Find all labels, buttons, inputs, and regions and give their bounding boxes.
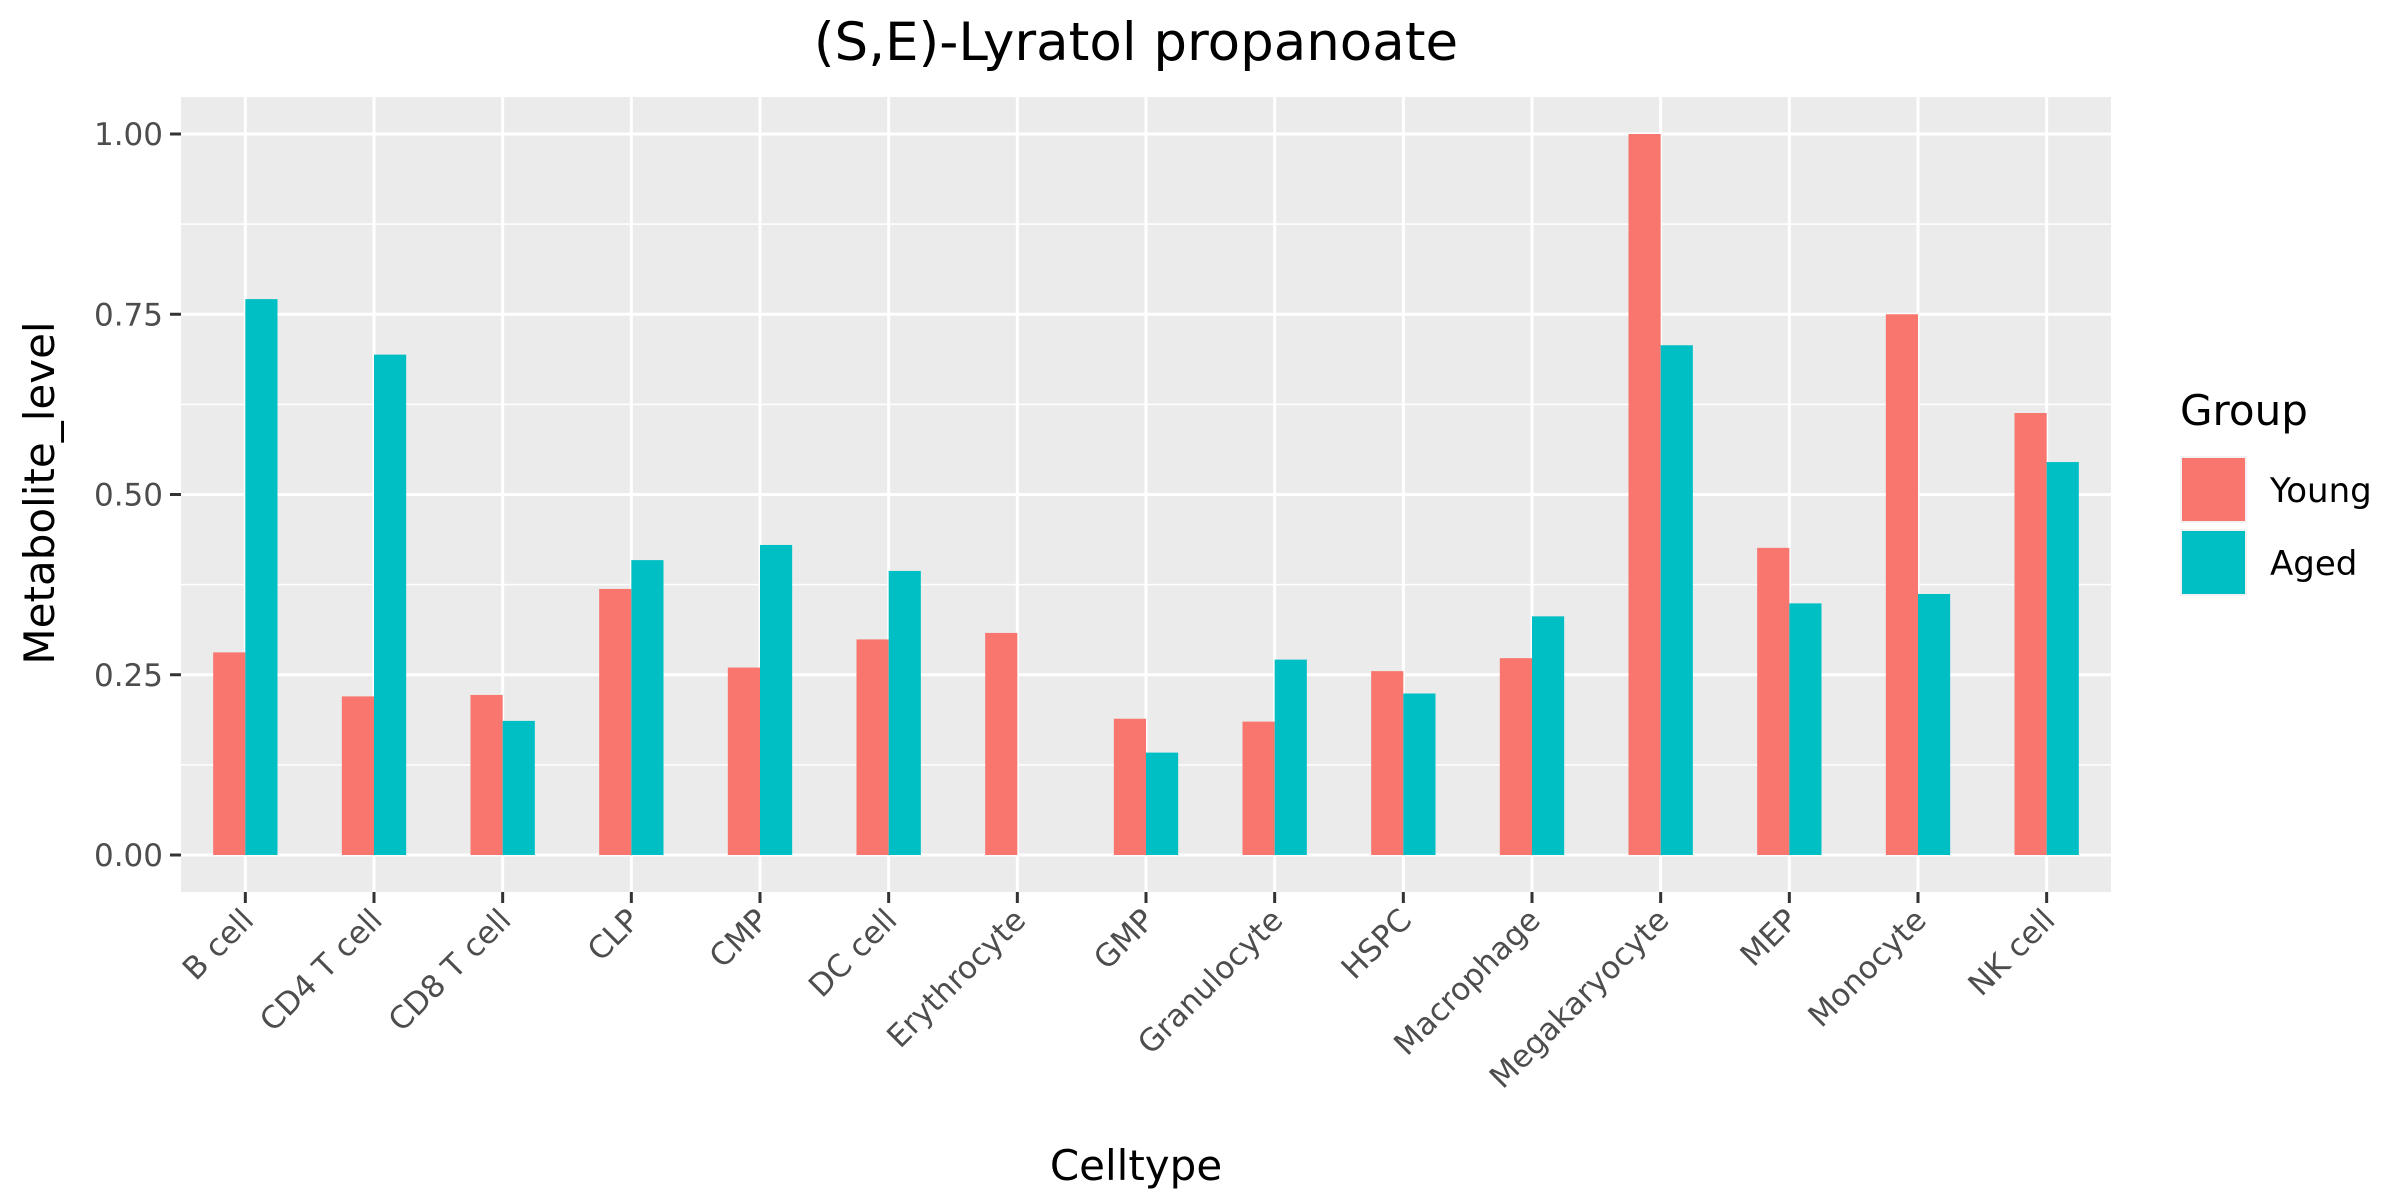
- legend-title: Group: [2180, 386, 2308, 435]
- y-axis: 0.00 0.25 0.50 0.75 1.00: [94, 117, 181, 874]
- bar-young: [1885, 314, 1918, 855]
- bar-young: [1628, 134, 1661, 855]
- bar-young: [470, 694, 503, 855]
- chart-title: (S,E)-Lyratol propanoate: [814, 12, 1458, 73]
- bar-young: [2014, 413, 2047, 855]
- bar-aged: [1789, 603, 1822, 855]
- bar-aged: [1403, 693, 1436, 855]
- bar-aged: [1918, 593, 1951, 855]
- bar-young: [985, 632, 1018, 855]
- legend-key-young: [2182, 458, 2245, 521]
- bar-young: [341, 696, 374, 855]
- bar-young: [1113, 718, 1146, 855]
- y-tick-label: 0.25: [94, 658, 163, 694]
- y-axis-title: Metabolite_level: [15, 321, 64, 664]
- bar-aged: [245, 299, 278, 855]
- legend-label-young: Young: [2269, 471, 2372, 511]
- bar-aged: [1146, 752, 1179, 855]
- bar-aged: [502, 720, 535, 855]
- bar-aged: [1274, 659, 1307, 855]
- bar-aged: [888, 570, 921, 855]
- bar-aged: [760, 544, 793, 855]
- bar-aged: [2046, 462, 2079, 855]
- bar-young: [213, 652, 246, 855]
- bar-aged: [374, 354, 407, 855]
- bar-young: [856, 639, 889, 855]
- legend-key-aged: [2182, 531, 2245, 594]
- bar-young: [1499, 658, 1532, 855]
- bar-aged: [631, 560, 664, 855]
- bar-aged: [1660, 345, 1693, 855]
- bar-young: [599, 588, 632, 855]
- bar-young: [1242, 721, 1275, 855]
- bar-young: [727, 667, 760, 855]
- y-tick-label: 1.00: [94, 117, 163, 153]
- y-tick-label: 0.75: [94, 297, 163, 333]
- legend: Group Young Aged: [2180, 386, 2372, 596]
- y-tick-label: 0.50: [94, 478, 163, 514]
- legend-label-aged: Aged: [2270, 544, 2357, 584]
- y-tick-label: 0.00: [94, 838, 163, 874]
- bar-aged: [1532, 616, 1565, 855]
- bar-young: [1757, 547, 1790, 855]
- bars: [213, 134, 2079, 855]
- x-axis-title: Celltype: [1050, 1141, 1222, 1190]
- bar-young: [1371, 671, 1404, 855]
